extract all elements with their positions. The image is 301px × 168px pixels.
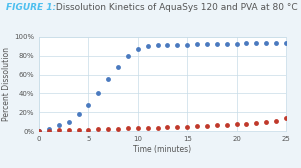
Text: FIGURE 1:: FIGURE 1:	[6, 3, 56, 12]
Text: Dissolution Kinetics of AquaSys 120 and PVA at 80 °C: Dissolution Kinetics of AquaSys 120 and …	[53, 3, 297, 12]
X-axis label: Time (minutes): Time (minutes)	[133, 145, 192, 154]
Y-axis label: Percent Dissolution: Percent Dissolution	[2, 47, 11, 121]
